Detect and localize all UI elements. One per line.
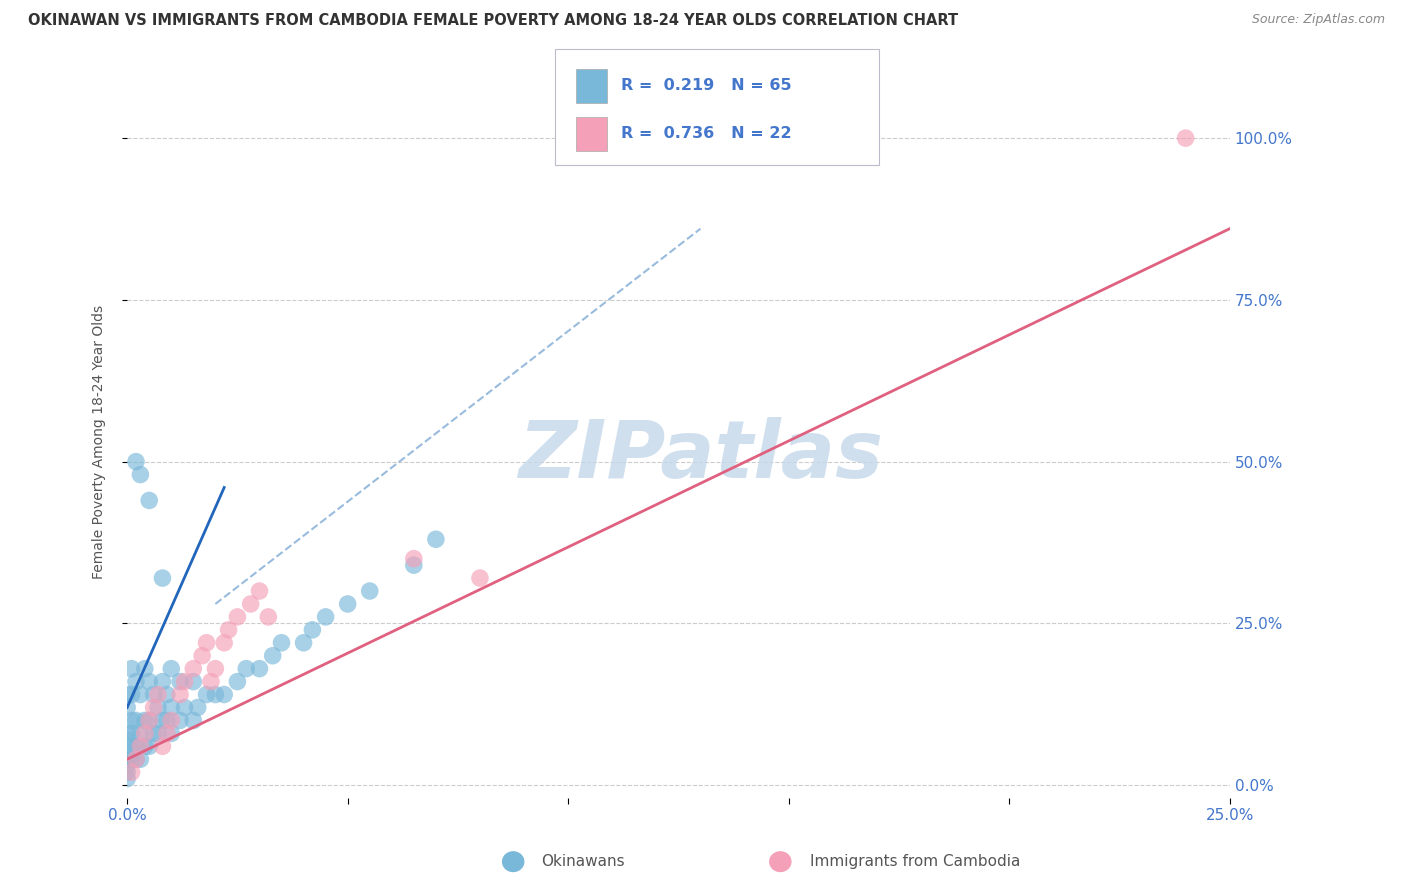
- Point: [336, 597, 359, 611]
- Point: [195, 636, 218, 650]
- Point: [121, 752, 143, 766]
- Point: [134, 726, 156, 740]
- Point: [181, 674, 204, 689]
- Point: [173, 674, 195, 689]
- Point: [121, 726, 143, 740]
- Point: [218, 623, 240, 637]
- Text: OKINAWAN VS IMMIGRANTS FROM CAMBODIA FEMALE POVERTY AMONG 18-24 YEAR OLDS CORREL: OKINAWAN VS IMMIGRANTS FROM CAMBODIA FEM…: [28, 13, 959, 29]
- Point: [212, 636, 235, 650]
- Point: [169, 674, 191, 689]
- Point: [169, 688, 191, 702]
- Point: [257, 610, 280, 624]
- Point: [402, 551, 425, 566]
- Point: [249, 584, 271, 599]
- Point: [138, 674, 160, 689]
- Point: [121, 662, 143, 676]
- Point: [249, 662, 271, 676]
- Point: [212, 688, 235, 702]
- Point: [156, 688, 179, 702]
- Point: [115, 758, 138, 772]
- Point: [160, 700, 183, 714]
- Point: [121, 739, 143, 754]
- Point: [115, 765, 138, 780]
- Point: [160, 726, 183, 740]
- Point: [187, 700, 209, 714]
- Point: [115, 739, 138, 754]
- Point: [129, 726, 152, 740]
- Y-axis label: Female Poverty Among 18-24 Year Olds: Female Poverty Among 18-24 Year Olds: [93, 305, 107, 579]
- Point: [121, 714, 143, 728]
- Point: [138, 739, 160, 754]
- Point: [292, 636, 315, 650]
- Point: [125, 752, 148, 766]
- Point: [121, 688, 143, 702]
- Point: [152, 714, 174, 728]
- Point: [152, 739, 174, 754]
- Text: ZIPatlas: ZIPatlas: [517, 417, 883, 495]
- Point: [146, 726, 169, 740]
- Point: [152, 571, 174, 585]
- Point: [142, 700, 165, 714]
- Point: [146, 700, 169, 714]
- Point: [239, 597, 262, 611]
- Text: Immigrants from Cambodia: Immigrants from Cambodia: [810, 855, 1021, 869]
- Text: Source: ZipAtlas.com: Source: ZipAtlas.com: [1251, 13, 1385, 27]
- Point: [270, 636, 292, 650]
- Point: [359, 584, 381, 599]
- Point: [125, 739, 148, 754]
- Point: [134, 662, 156, 676]
- Point: [160, 662, 183, 676]
- Point: [156, 726, 179, 740]
- Point: [468, 571, 491, 585]
- Point: [129, 739, 152, 754]
- Point: [425, 533, 447, 547]
- Point: [204, 662, 226, 676]
- Point: [129, 688, 152, 702]
- Point: [134, 739, 156, 754]
- Point: [262, 648, 284, 663]
- Point: [226, 674, 249, 689]
- Point: [301, 623, 323, 637]
- Point: [181, 714, 204, 728]
- Point: [152, 674, 174, 689]
- Point: [115, 732, 138, 747]
- Point: [138, 493, 160, 508]
- Point: [315, 610, 337, 624]
- Point: [115, 752, 138, 766]
- Point: [160, 714, 183, 728]
- Point: [142, 688, 165, 702]
- Point: [146, 688, 169, 702]
- Point: [134, 714, 156, 728]
- Point: [156, 714, 179, 728]
- Point: [129, 752, 152, 766]
- Point: [125, 714, 148, 728]
- Point: [138, 714, 160, 728]
- Point: [1174, 131, 1197, 145]
- Point: [402, 558, 425, 573]
- Point: [235, 662, 257, 676]
- Text: R =  0.219   N = 65: R = 0.219 N = 65: [621, 78, 792, 93]
- Point: [129, 467, 152, 482]
- Point: [115, 700, 138, 714]
- Point: [142, 726, 165, 740]
- Point: [195, 688, 218, 702]
- Text: Okinawans: Okinawans: [541, 855, 624, 869]
- Text: R =  0.736   N = 22: R = 0.736 N = 22: [621, 127, 792, 141]
- Point: [125, 674, 148, 689]
- Point: [125, 752, 148, 766]
- Point: [191, 648, 214, 663]
- Point: [200, 674, 222, 689]
- Point: [204, 688, 226, 702]
- Point: [121, 765, 143, 780]
- Point: [115, 726, 138, 740]
- Point: [173, 700, 195, 714]
- Point: [115, 772, 138, 786]
- Point: [138, 714, 160, 728]
- Point: [169, 714, 191, 728]
- Point: [115, 688, 138, 702]
- Point: [115, 746, 138, 760]
- Point: [125, 455, 148, 469]
- Point: [226, 610, 249, 624]
- Point: [181, 662, 204, 676]
